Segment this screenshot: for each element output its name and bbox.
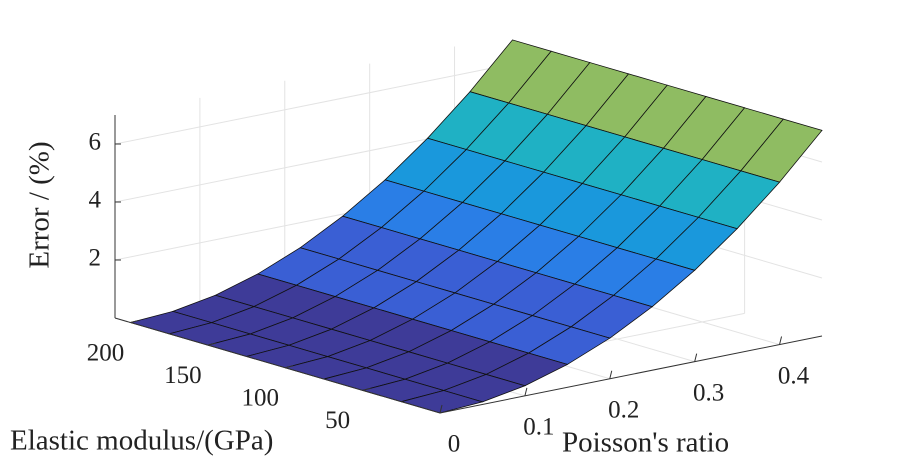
tick-mark — [207, 342, 216, 346]
tick-mark — [609, 370, 613, 379]
x-tick-label: 0.1 — [523, 414, 554, 441]
tick-mark — [362, 387, 371, 391]
grid-line — [114, 66, 498, 145]
y-axis-label: Elastic modulus/(GPa) — [10, 425, 273, 457]
x-tick-label: 0 — [448, 431, 461, 458]
tick-mark — [285, 365, 294, 369]
axis-line — [114, 317, 441, 414]
tick-mark — [694, 353, 698, 362]
y-tick-label: 200 — [87, 339, 125, 366]
z-axis-label: Error / (%) — [24, 141, 56, 268]
tick-mark — [524, 387, 528, 397]
y-tick-label: 150 — [164, 362, 202, 389]
y-tick-label: 100 — [241, 384, 279, 411]
z-tick-label: 2 — [89, 245, 102, 272]
x-axis-label: Poisson's ratio — [562, 427, 729, 459]
tick-mark — [130, 320, 139, 324]
x-tick-label: 0.4 — [778, 362, 810, 389]
x-tick-label: 0.2 — [608, 397, 639, 424]
z-tick-label: 4 — [89, 187, 102, 214]
z-tick-label: 6 — [89, 129, 102, 156]
x-tick-label: 0.3 — [693, 379, 724, 406]
axis-line — [439, 335, 823, 414]
y-tick-label: 50 — [325, 407, 350, 434]
tick-mark — [779, 336, 783, 345]
tick-mark — [439, 404, 443, 414]
